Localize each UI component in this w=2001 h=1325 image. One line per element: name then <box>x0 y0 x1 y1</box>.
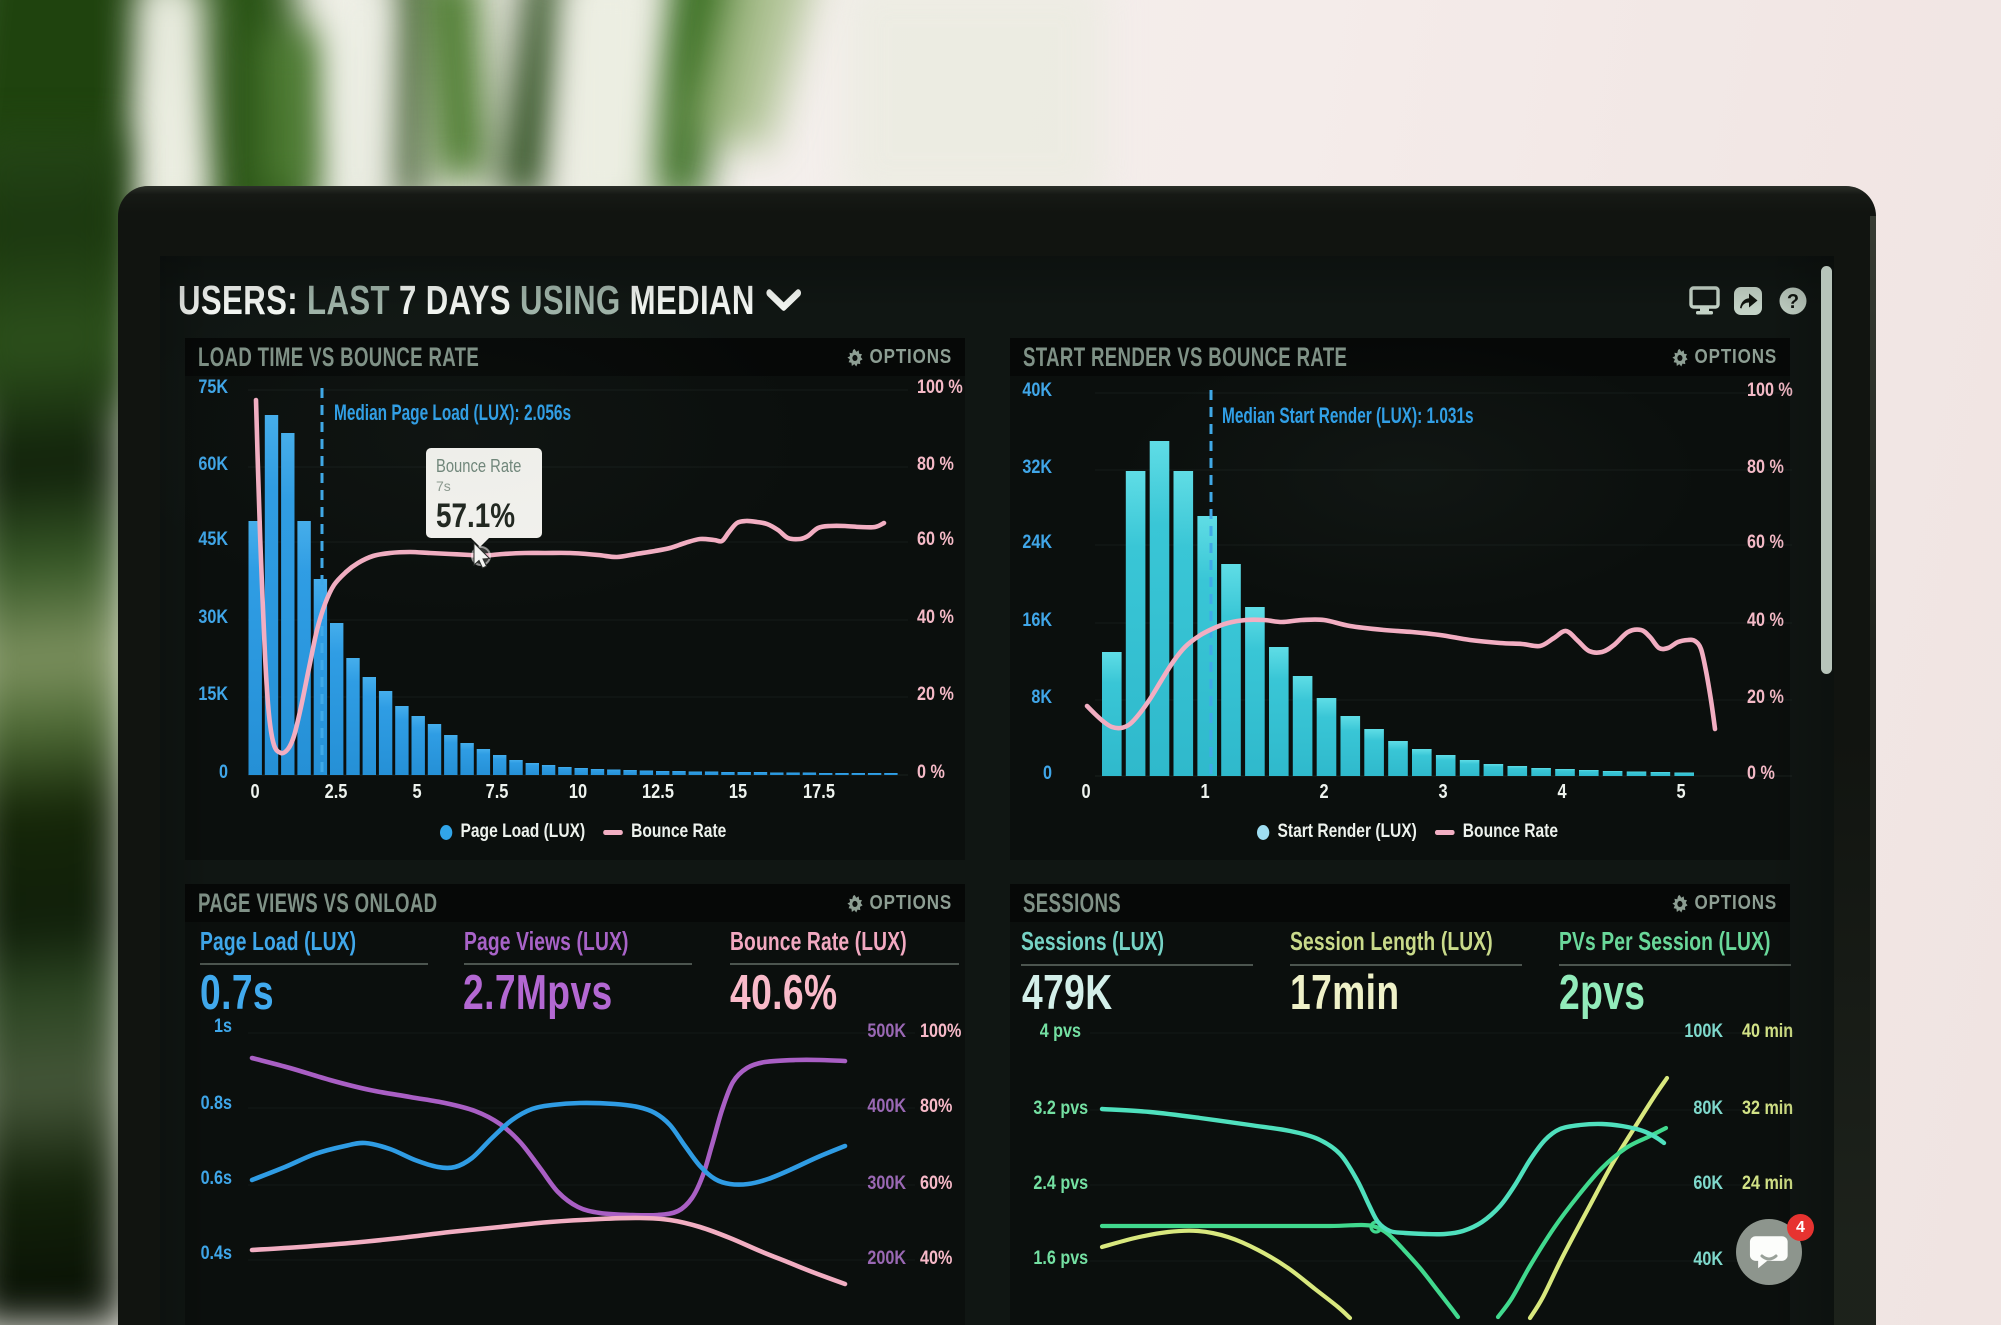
svg-text:?: ? <box>1787 291 1799 313</box>
